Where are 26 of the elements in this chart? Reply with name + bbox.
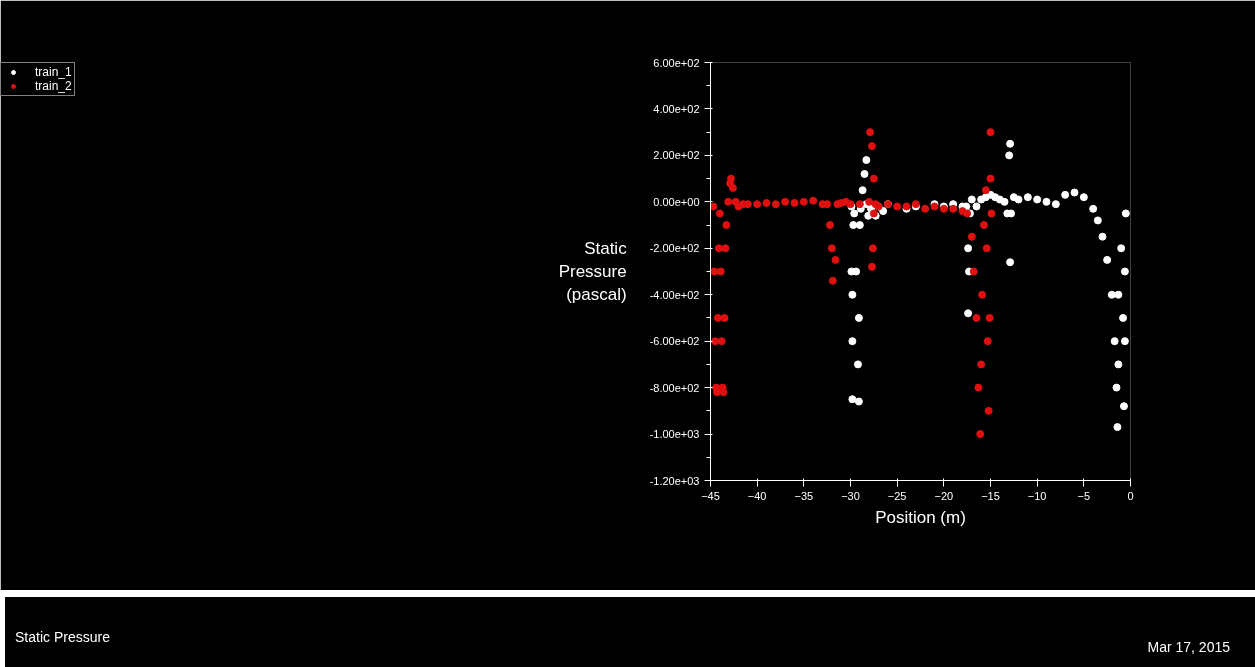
y-tick-label: -6.00e+02 [649, 335, 700, 348]
text: Static Pressure [15, 628, 110, 647]
x-tick-label: −15 [981, 489, 1000, 502]
x-tick-label: 0 [1127, 489, 1134, 502]
y-tick-label: -1.00e+03 [649, 428, 700, 441]
x-tick-label: −35 [794, 489, 814, 502]
y-tick-label: 6.00e+02 [653, 56, 700, 69]
x-tick-label: −25 [887, 489, 907, 502]
y-tick-label: -1.20e+03 [649, 474, 700, 487]
x-tick-label: −40 [747, 489, 767, 502]
y-axis-title: Static Pressure (pascal) [558, 239, 628, 304]
x-tick-label: −45 [701, 489, 720, 502]
text: Mar 17, 2015 [1147, 638, 1230, 657]
y-tick-label: 0.00e+00 [653, 195, 700, 208]
y-tick-label: 2.00e+02 [653, 149, 700, 162]
x-axis-title: Position (m) [875, 507, 966, 527]
x-tick-label: −10 [1027, 489, 1047, 502]
legend-label: train_1 [35, 65, 72, 79]
x-tick-label: −5 [1077, 489, 1091, 502]
legend-label: train_2 [35, 79, 72, 93]
y-tick-label: -8.00e+02 [649, 381, 700, 394]
y-tick-label: -4.00e+02 [649, 288, 700, 301]
y-tick-label: -2.00e+02 [649, 242, 700, 255]
y-tick-label: 4.00e+02 [653, 102, 700, 115]
x-tick-label: −30 [841, 489, 860, 502]
x-tick-label: −20 [934, 489, 954, 502]
